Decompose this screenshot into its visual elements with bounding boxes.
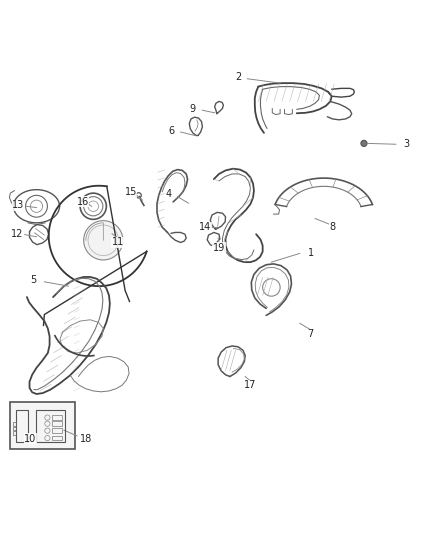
Bar [13, 431, 16, 434]
Text: 16: 16 [77, 197, 89, 207]
Text: 17: 17 [244, 380, 257, 390]
Bar [11, 402, 75, 449]
Text: 1: 1 [307, 248, 314, 259]
Text: 4: 4 [166, 189, 172, 199]
Text: 15: 15 [125, 187, 137, 197]
Bar [52, 429, 62, 433]
Circle shape [361, 140, 367, 147]
Bar [13, 427, 16, 430]
Bar [52, 422, 62, 426]
Text: 18: 18 [80, 434, 92, 444]
Bar [52, 415, 62, 420]
Text: 3: 3 [404, 139, 410, 149]
Text: 14: 14 [199, 222, 211, 232]
Text: 19: 19 [213, 243, 225, 253]
Bar [52, 436, 62, 440]
Text: 12: 12 [11, 229, 24, 239]
Text: 13: 13 [12, 200, 24, 211]
Text: 7: 7 [307, 329, 314, 339]
Text: 5: 5 [30, 274, 36, 285]
Text: 6: 6 [168, 126, 174, 136]
Bar [15, 410, 28, 442]
Bar [35, 410, 65, 442]
Text: 2: 2 [236, 71, 242, 82]
Text: 8: 8 [329, 222, 336, 232]
Text: 9: 9 [190, 104, 196, 114]
Circle shape [84, 221, 123, 260]
Text: 11: 11 [112, 238, 124, 247]
Bar [13, 422, 16, 426]
Text: 10: 10 [24, 434, 36, 444]
